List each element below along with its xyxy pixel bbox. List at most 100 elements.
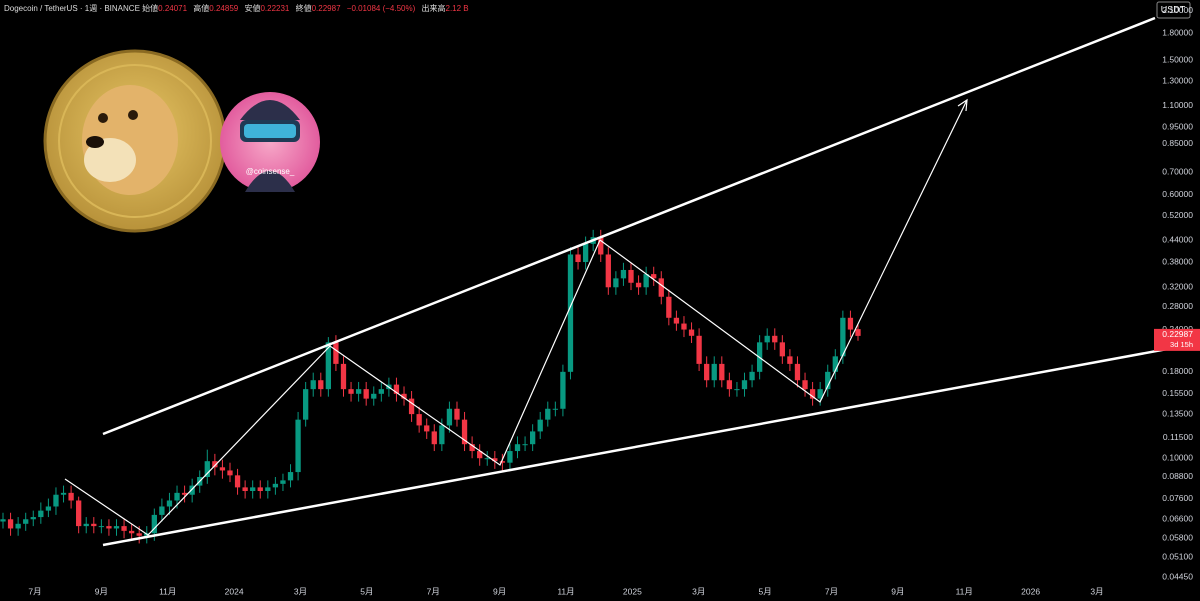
candle-body bbox=[772, 335, 778, 343]
candle-body bbox=[469, 444, 475, 452]
candle-body bbox=[234, 475, 241, 488]
candle-body bbox=[38, 510, 44, 518]
candle-body bbox=[658, 278, 664, 297]
candle-body bbox=[204, 461, 210, 477]
candle-body bbox=[272, 483, 279, 488]
x-tick-label: 5月 bbox=[759, 586, 772, 596]
y-tick-label: 1.30000 bbox=[1162, 76, 1193, 86]
candle-body bbox=[340, 363, 347, 390]
y-tick-label: 0.11500 bbox=[1163, 432, 1193, 442]
countdown: 3d 15h bbox=[1170, 340, 1193, 349]
candle-body bbox=[446, 408, 453, 426]
candle-body bbox=[378, 389, 384, 394]
candle-body bbox=[257, 487, 263, 492]
candle-body bbox=[855, 329, 861, 336]
y-tick-label: 0.10000 bbox=[1162, 452, 1193, 462]
x-tick-label: 3月 bbox=[692, 586, 705, 596]
y-tick-label: 0.13500 bbox=[1162, 408, 1193, 418]
candle-body bbox=[817, 389, 823, 399]
candle-body bbox=[7, 519, 14, 529]
candle-body bbox=[98, 526, 105, 528]
candle-body bbox=[704, 363, 710, 381]
candle-body bbox=[514, 444, 521, 452]
x-tick-label: 3月 bbox=[294, 586, 307, 596]
y-tick-label: 0.05100 bbox=[1162, 551, 1193, 561]
candle-body bbox=[106, 526, 112, 529]
candle-body bbox=[318, 380, 324, 390]
candle-body bbox=[499, 461, 506, 463]
candle-body bbox=[552, 408, 558, 410]
candle-body bbox=[136, 533, 142, 536]
candle-body bbox=[764, 335, 770, 343]
candle-body bbox=[45, 506, 52, 511]
y-tick-label: 0.24000 bbox=[1162, 324, 1193, 334]
y-tick-label: 0.15500 bbox=[1162, 388, 1193, 398]
y-tick-label: 0.04450 bbox=[1162, 571, 1193, 581]
candle-body bbox=[719, 363, 725, 381]
candle-body bbox=[582, 243, 589, 263]
candle-body bbox=[734, 389, 740, 391]
candle-body bbox=[688, 329, 695, 336]
y-tick-label: 1.10000 bbox=[1162, 100, 1193, 110]
candle-body bbox=[242, 487, 248, 492]
currency-box bbox=[1156, 1, 1191, 19]
y-tick-label: 0.28000 bbox=[1162, 301, 1193, 311]
candle-body bbox=[711, 363, 717, 381]
x-tick-label: 7月 bbox=[825, 586, 838, 596]
candle-body bbox=[76, 500, 82, 527]
candle-body bbox=[726, 380, 733, 390]
candle-body bbox=[189, 485, 195, 495]
candle-body bbox=[151, 514, 157, 534]
candle-body bbox=[265, 487, 271, 492]
candle-body bbox=[809, 389, 816, 399]
candle-body bbox=[439, 425, 445, 445]
x-tick-label: 9月 bbox=[95, 586, 108, 596]
candle-body bbox=[522, 444, 528, 446]
low-value: 0.22231 bbox=[260, 4, 290, 13]
avatar: @coinsense_ bbox=[220, 92, 320, 192]
close-value: 0.22987 bbox=[311, 4, 341, 13]
candle-body bbox=[794, 363, 801, 381]
candle-body bbox=[507, 451, 513, 463]
candle-body bbox=[227, 470, 233, 476]
x-tick-label: 11月 bbox=[159, 586, 176, 596]
header: Dogecoin / TetherUS · 1週 · BINANCE 始値0.2… bbox=[4, 3, 473, 14]
y-tick-label: 1.50000 bbox=[1162, 54, 1193, 64]
price-box bbox=[1154, 328, 1200, 351]
candle-body bbox=[560, 371, 566, 409]
candle-body bbox=[787, 356, 793, 364]
y-tick-label: 0.95000 bbox=[1162, 122, 1193, 132]
x-tick-label: 2025 bbox=[623, 586, 642, 596]
candle-body bbox=[23, 519, 29, 524]
candle-body bbox=[673, 317, 680, 324]
candle-body bbox=[847, 317, 854, 330]
candle-body bbox=[166, 500, 173, 507]
last-price: 0.22987 bbox=[1162, 329, 1193, 339]
candle-body bbox=[128, 530, 135, 534]
y-tick-label: 0.38000 bbox=[1162, 256, 1193, 266]
change: −0.01084 (−4.50%) bbox=[346, 4, 416, 13]
candle-body bbox=[303, 389, 309, 420]
x-tick-label: 7月 bbox=[28, 586, 41, 596]
high-value: 0.24859 bbox=[209, 4, 239, 13]
x-tick-label: 9月 bbox=[493, 586, 506, 596]
open-value: 0.24071 bbox=[158, 4, 188, 13]
y-tick-label: 2.10000 bbox=[1162, 5, 1193, 15]
y-tick-label: 0.32000 bbox=[1162, 282, 1193, 292]
candle-body bbox=[613, 278, 619, 288]
candle-body bbox=[30, 517, 36, 520]
candle-body bbox=[295, 419, 301, 473]
candle-body bbox=[537, 419, 543, 432]
close-label: 終値 bbox=[295, 4, 312, 13]
candle-body bbox=[355, 389, 362, 394]
y-tick-label: 0.70000 bbox=[1162, 166, 1193, 176]
candle-body bbox=[280, 480, 286, 484]
candle-body bbox=[461, 419, 468, 445]
x-tick-label: 2024 bbox=[225, 586, 244, 596]
x-tick-label: 3月 bbox=[1090, 586, 1103, 596]
candle-body bbox=[53, 494, 59, 507]
y-tick-label: 0.08800 bbox=[1162, 471, 1193, 481]
candle-body bbox=[840, 317, 846, 357]
symbol: Dogecoin / TetherUS · 1週 · BINANCE bbox=[4, 4, 140, 13]
x-tick-label: 11月 bbox=[956, 586, 973, 596]
